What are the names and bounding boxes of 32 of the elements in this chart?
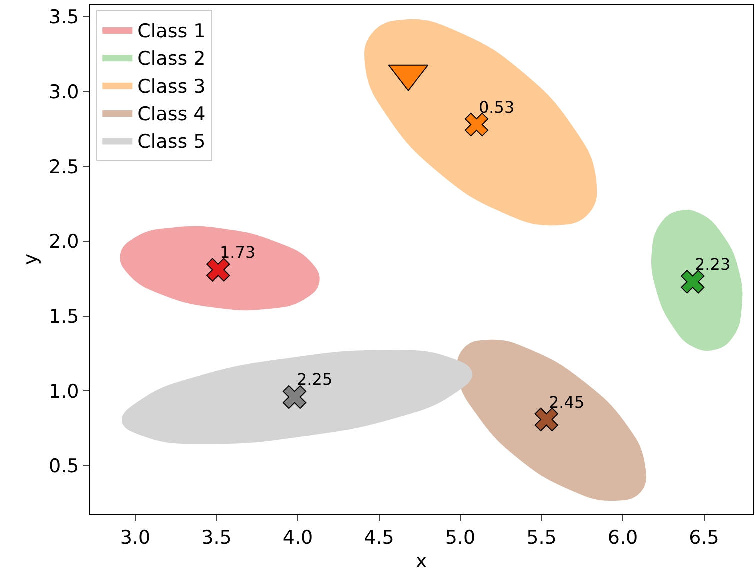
y-tick-label: 1.5 (48, 306, 80, 328)
x-tick-label: 5.0 (445, 526, 476, 549)
y-tick-label: 0.5 (48, 456, 80, 478)
y-tick-label: 3.0 (48, 81, 80, 104)
point (282, 385, 307, 410)
legend-label: Class 5 (138, 131, 206, 154)
point (534, 408, 558, 432)
x-tick-label: 5.5 (526, 526, 557, 549)
x-tick-label: 6.0 (608, 526, 638, 549)
legend-label: Class 3 (138, 76, 206, 98)
y-tick-label: 2.5 (48, 156, 80, 178)
y-tick-label: 2.0 (48, 231, 80, 254)
annotation: 2.25 (297, 370, 333, 389)
x-tick-label: 4.0 (282, 526, 314, 549)
legend-label: Class 1 (138, 20, 206, 42)
y-tick-label: 1.0 (48, 380, 80, 403)
legend-label: Class 2 (138, 48, 206, 70)
y-tick-label: 3.5 (48, 6, 80, 29)
x-tick-label: 4.5 (364, 526, 394, 549)
y-axis-title: y (20, 254, 42, 266)
annotation: 2.23 (695, 255, 731, 274)
annotation: 1.73 (220, 243, 256, 262)
annotation: 2.45 (549, 393, 585, 412)
x-axis-title: x (416, 550, 428, 573)
point (464, 112, 489, 137)
point (681, 270, 705, 294)
point (206, 258, 230, 282)
annotation: 0.53 (479, 98, 515, 117)
x-tick-label: 6.5 (689, 526, 720, 549)
x-tick-label: 3.0 (120, 526, 151, 549)
x-tick-label: 3.5 (202, 526, 232, 549)
legend-label: Class 4 (138, 103, 206, 126)
